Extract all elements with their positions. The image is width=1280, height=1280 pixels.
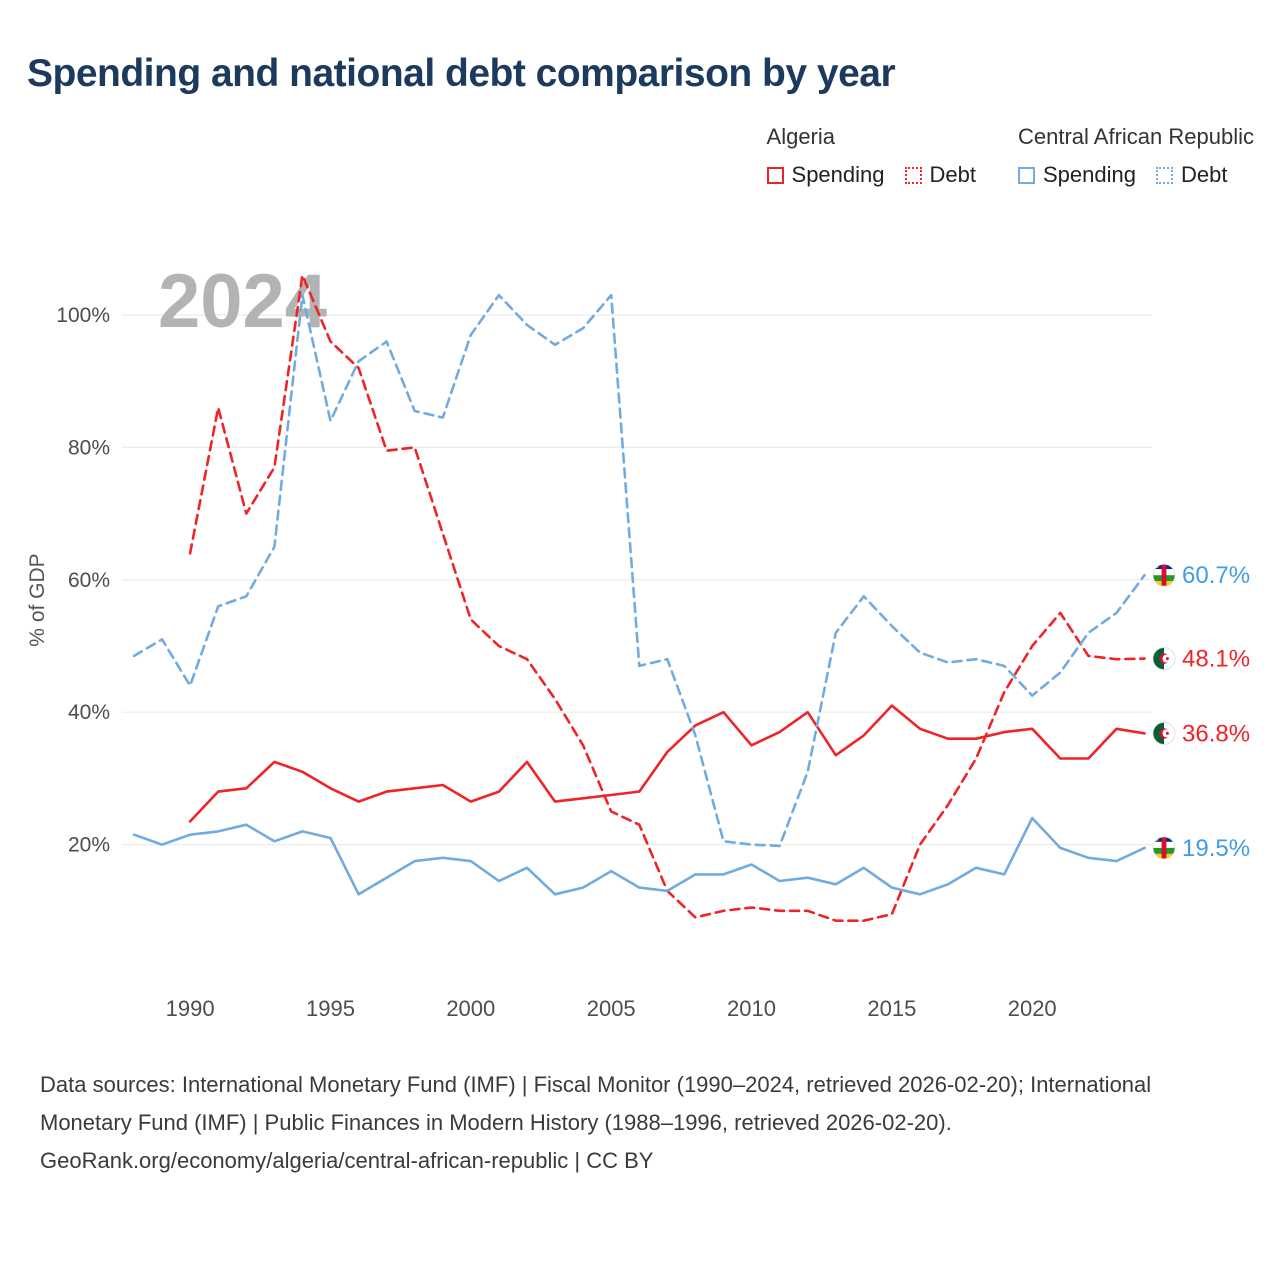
legend-item-label: Spending [791,162,885,187]
legend-item-algeria-spending[interactable]: Spending [766,162,885,188]
legend-item-label: Debt [929,162,976,187]
algeria-spending-swatch-icon [766,166,784,184]
legend-row-algeria: Spending Debt [766,162,976,188]
legend-row-central-african-republic: Spending Debt [1017,162,1254,188]
algeria-flag-icon [1152,721,1176,745]
y-tick-label: 60% [68,569,110,592]
x-tick-label: 2020 [1008,996,1057,1021]
end-value-label: 36.8% [1182,720,1250,747]
legend-country-label-algeria: Algeria [766,124,835,149]
x-tick-label: 2005 [587,996,636,1021]
x-tick-label: 2015 [867,996,916,1021]
legend-item-algeria-debt[interactable]: Debt [904,162,976,188]
legend-country-label-central-african-republic: Central African Republic [1017,124,1254,149]
legend-item-car-spending[interactable]: Spending [1017,162,1136,188]
algeria-spending-line [188,704,1146,823]
end-value-label: 60.7% [1182,562,1250,589]
attribution-text: GeoRank.org/economy/algeria/central-afri… [40,1147,654,1173]
footer: Data sources: International Monetary Fun… [40,1066,1248,1179]
y-axis-title: % of GDP [26,553,49,646]
legend-item-label: Debt [1180,162,1228,187]
data-sources-text: Data sources: International Monetary Fun… [40,1072,1152,1135]
y-tick-label: 20% [68,834,110,857]
x-tick-label: 1990 [166,996,215,1021]
legend-group-algeria: Algeria Spending Debt [766,124,976,188]
end-value-label: 19.5% [1182,835,1250,862]
algeria-flag-icon [1152,647,1176,671]
y-tick-label: 80% [68,436,110,459]
legend-item-label: Spending [1042,162,1136,187]
x-tick-label: 2000 [446,996,495,1021]
legend-item-car-debt[interactable]: Debt [1155,162,1228,188]
car-debt-swatch-icon [1155,166,1173,184]
y-tick-label: 40% [68,701,110,724]
x-tick-label: 2010 [727,996,776,1021]
end-value-label: 48.1% [1182,646,1250,673]
car-debt-line [132,293,1146,848]
algeria-debt-line [188,273,1146,923]
car-flag-icon [1152,836,1176,860]
car-spending-line [132,816,1146,896]
legend-group-central-african-republic: Central African Republic Spending Debt [1017,124,1254,188]
page-title: Spending and national debt comparison by… [27,52,896,95]
algeria-debt-swatch-icon [904,166,922,184]
y-tick-label: 100% [56,304,110,327]
car-flag-icon [1152,563,1176,587]
car-spending-swatch-icon [1017,166,1035,184]
x-tick-label: 1995 [306,996,355,1021]
legend: Algeria Spending Debt Central African Re… [766,124,1254,188]
